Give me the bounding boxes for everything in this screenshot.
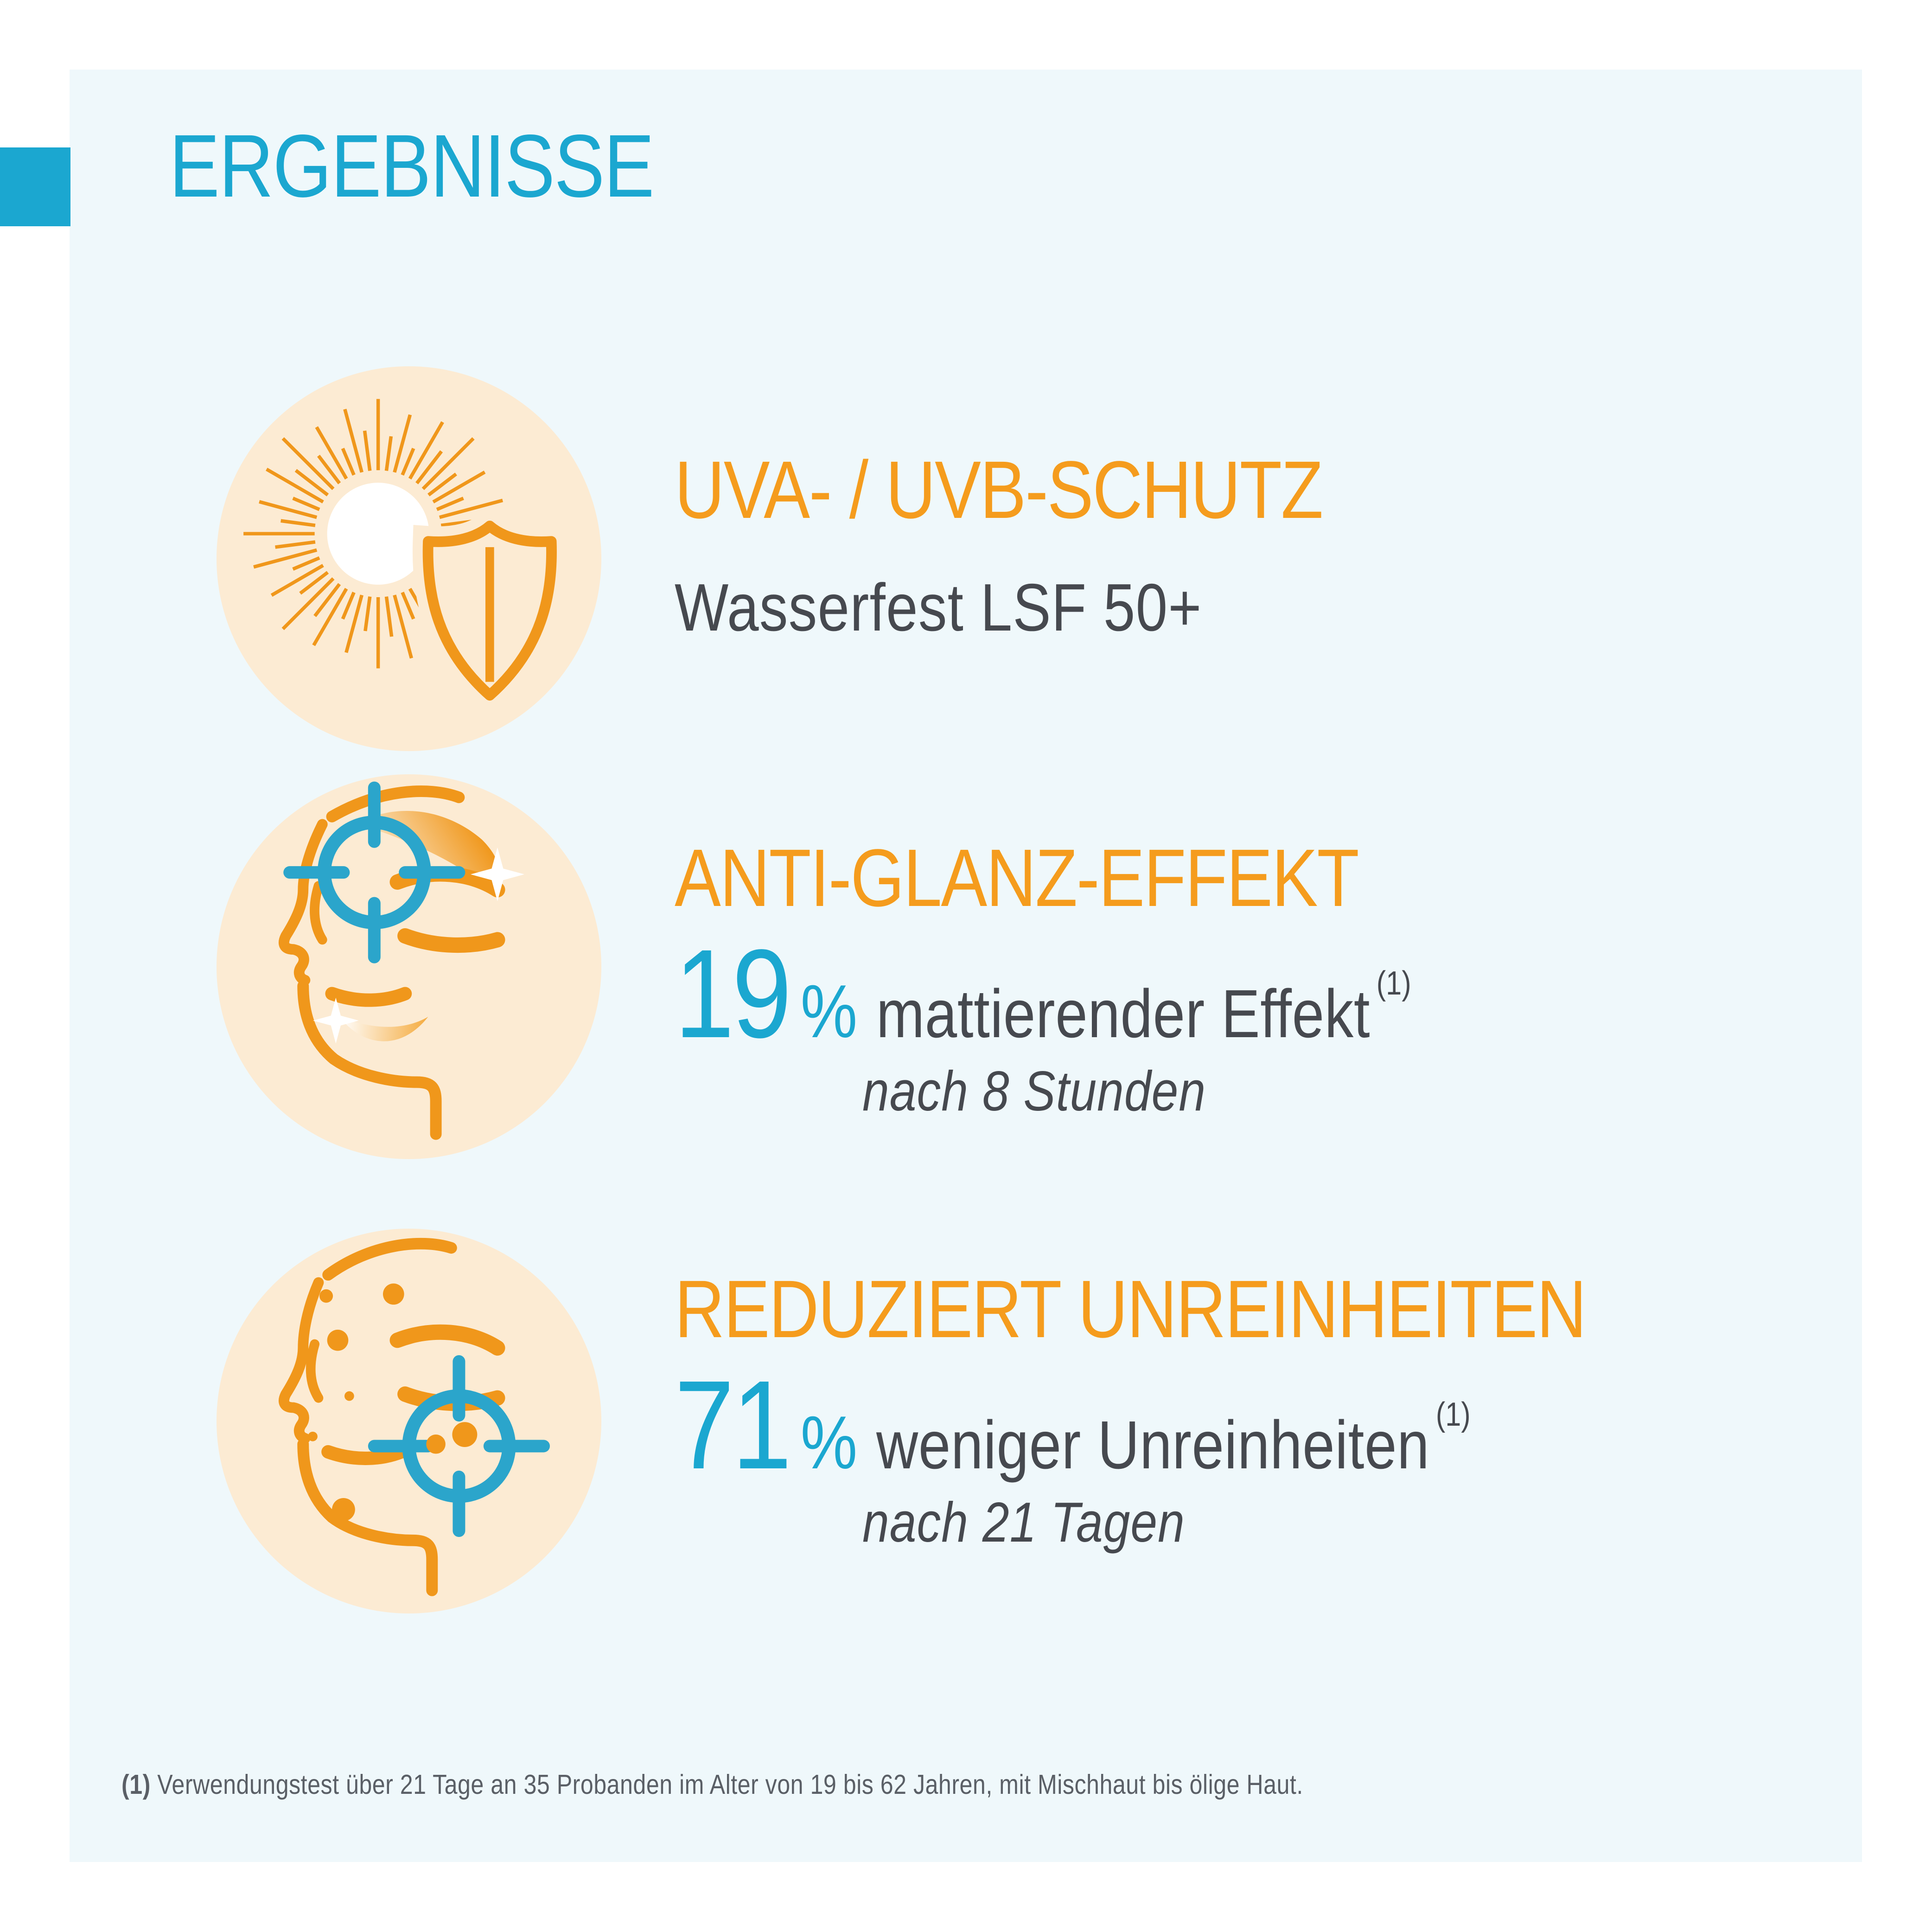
sparkle-icon bbox=[312, 847, 524, 1044]
footnote-marker: (1) bbox=[121, 1769, 151, 1800]
stat-percent: % bbox=[800, 1401, 858, 1485]
stat-number: 19 bbox=[675, 923, 792, 1064]
footnote: (1) Verwendungstest über 21 Tage an 35 P… bbox=[121, 1771, 1303, 1798]
stat-note-unreinheiten: nach 21 Tagen bbox=[862, 1491, 1185, 1554]
teal-accent-square bbox=[0, 147, 70, 226]
section-title-antiglanz: ANTI-GLANZ-EFFEKT bbox=[675, 833, 1359, 924]
shield bbox=[412, 505, 567, 716]
page-title: ERGEBNISSE bbox=[169, 116, 654, 216]
blemish-dots bbox=[308, 1283, 404, 1521]
footnote-text: Verwendungstest über 21 Tage an 35 Proba… bbox=[157, 1769, 1303, 1800]
stat-note-antiglanz: nach 8 Stunden bbox=[862, 1059, 1206, 1122]
stat-row-unreinheiten: 71% weniger Unreinheiten (1) bbox=[675, 1362, 1471, 1488]
section-title-uv: UVA- / UVB-SCHUTZ bbox=[675, 445, 1323, 536]
sun-shield-icon bbox=[217, 366, 601, 751]
stat-text: mattierender Effekt bbox=[876, 976, 1371, 1052]
crosshair-icon bbox=[283, 781, 465, 963]
stat-text: weniger Unreinheiten bbox=[876, 1407, 1430, 1483]
stat-superscript: (1) bbox=[1376, 965, 1411, 1002]
face-target-forehead-icon bbox=[217, 774, 601, 1159]
section-title-unreinheiten: REDUZIERT UNREINHEITEN bbox=[675, 1264, 1587, 1355]
stat-superscript: (1) bbox=[1435, 1396, 1471, 1433]
stat-percent: % bbox=[800, 969, 858, 1053]
stat-number: 71 bbox=[675, 1354, 792, 1495]
target-spots bbox=[426, 1422, 478, 1454]
face-target-chin-icon bbox=[217, 1229, 601, 1613]
stat-row-antiglanz: 19% mattierender Effekt (1) bbox=[675, 931, 1411, 1057]
crosshair-icon bbox=[368, 1355, 550, 1537]
section-body-uv: Wasserfest LSF 50+ bbox=[675, 570, 1202, 645]
